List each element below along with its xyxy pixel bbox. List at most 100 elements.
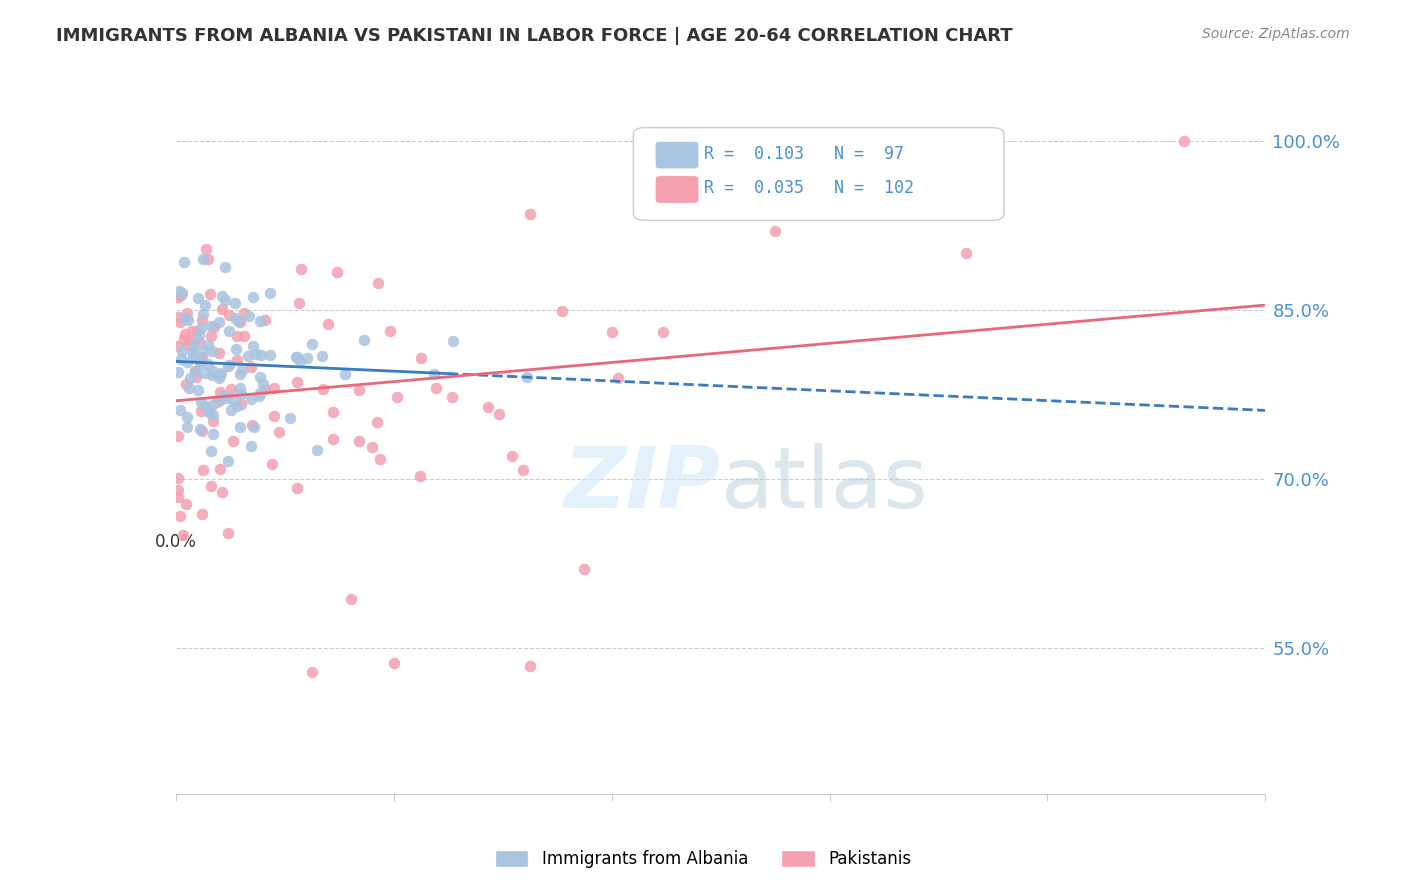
Point: [233, 306, 256, 320]
Point: [190, 356, 212, 370]
Point: [201, 343, 224, 358]
Point: [225, 328, 247, 343]
Point: [188, 422, 211, 436]
Point: [217, 453, 239, 467]
Point: [218, 308, 240, 322]
Point: [297, 351, 319, 366]
Point: [367, 276, 389, 290]
Point: [368, 452, 391, 467]
Text: ZIP: ZIP: [562, 443, 721, 526]
Point: [174, 326, 197, 341]
Point: [218, 358, 240, 372]
Point: [190, 404, 212, 418]
Point: [226, 314, 249, 328]
Point: [207, 315, 229, 329]
Point: [228, 420, 250, 434]
Point: [209, 367, 232, 381]
Point: [205, 395, 228, 409]
Point: [198, 404, 221, 418]
Point: [177, 313, 200, 327]
Point: [201, 368, 224, 383]
Point: [955, 246, 977, 260]
Point: [222, 434, 245, 448]
Point: [488, 407, 510, 421]
Point: [574, 562, 596, 576]
Point: [191, 350, 214, 364]
Point: [201, 413, 224, 427]
Point: [229, 387, 252, 401]
Point: [285, 481, 308, 495]
Point: [167, 290, 190, 304]
Point: [245, 347, 267, 361]
Point: [607, 371, 630, 385]
Point: [551, 304, 574, 318]
Point: [209, 392, 232, 407]
Point: [477, 400, 499, 414]
Point: [239, 359, 262, 374]
Point: [179, 371, 201, 385]
Point: [214, 260, 236, 275]
Point: [212, 389, 235, 403]
Text: 0.0%: 0.0%: [155, 533, 197, 551]
Text: R =  0.103   N =  97: R = 0.103 N = 97: [704, 145, 904, 162]
Point: [361, 441, 384, 455]
Point: [195, 243, 218, 257]
Point: [170, 343, 193, 358]
Point: [263, 381, 285, 395]
Point: [211, 302, 233, 317]
Point: [347, 383, 370, 397]
Point: [187, 291, 209, 305]
Point: [172, 285, 194, 300]
Point: [225, 352, 247, 367]
Point: [201, 409, 224, 423]
Point: [240, 392, 263, 407]
Point: [177, 333, 200, 347]
Point: [169, 315, 191, 329]
Point: [263, 409, 285, 423]
Point: [173, 255, 195, 269]
Point: [262, 457, 284, 471]
Point: [322, 405, 344, 419]
Point: [177, 338, 200, 352]
Point: [224, 295, 246, 310]
Point: [181, 345, 204, 359]
Point: [208, 346, 231, 360]
Point: [301, 665, 323, 680]
Point: [180, 324, 202, 338]
Point: [217, 526, 239, 541]
Point: [441, 334, 464, 349]
Point: [259, 348, 281, 362]
Point: [312, 383, 335, 397]
Point: [202, 320, 225, 334]
Point: [217, 359, 239, 373]
Point: [322, 432, 344, 446]
Point: [326, 265, 349, 279]
Point: [198, 287, 221, 301]
Point: [191, 252, 214, 266]
Point: [167, 284, 190, 298]
Point: [169, 509, 191, 524]
Point: [307, 442, 329, 457]
Point: [174, 497, 197, 511]
Point: [285, 351, 308, 365]
Point: [191, 507, 214, 521]
Point: [516, 370, 538, 384]
Point: [301, 337, 323, 351]
Point: [211, 485, 233, 500]
Point: [239, 439, 262, 453]
Point: [253, 312, 276, 326]
Point: [236, 349, 259, 363]
Point: [198, 405, 221, 419]
FancyBboxPatch shape: [633, 128, 1004, 220]
Point: [219, 382, 242, 396]
Point: [288, 354, 311, 368]
Point: [170, 351, 193, 366]
Point: [242, 339, 264, 353]
Point: [240, 418, 263, 433]
Point: [288, 295, 311, 310]
Point: [190, 321, 212, 335]
Point: [335, 367, 357, 381]
Point: [184, 364, 207, 378]
FancyBboxPatch shape: [655, 176, 699, 203]
Point: [197, 357, 219, 371]
